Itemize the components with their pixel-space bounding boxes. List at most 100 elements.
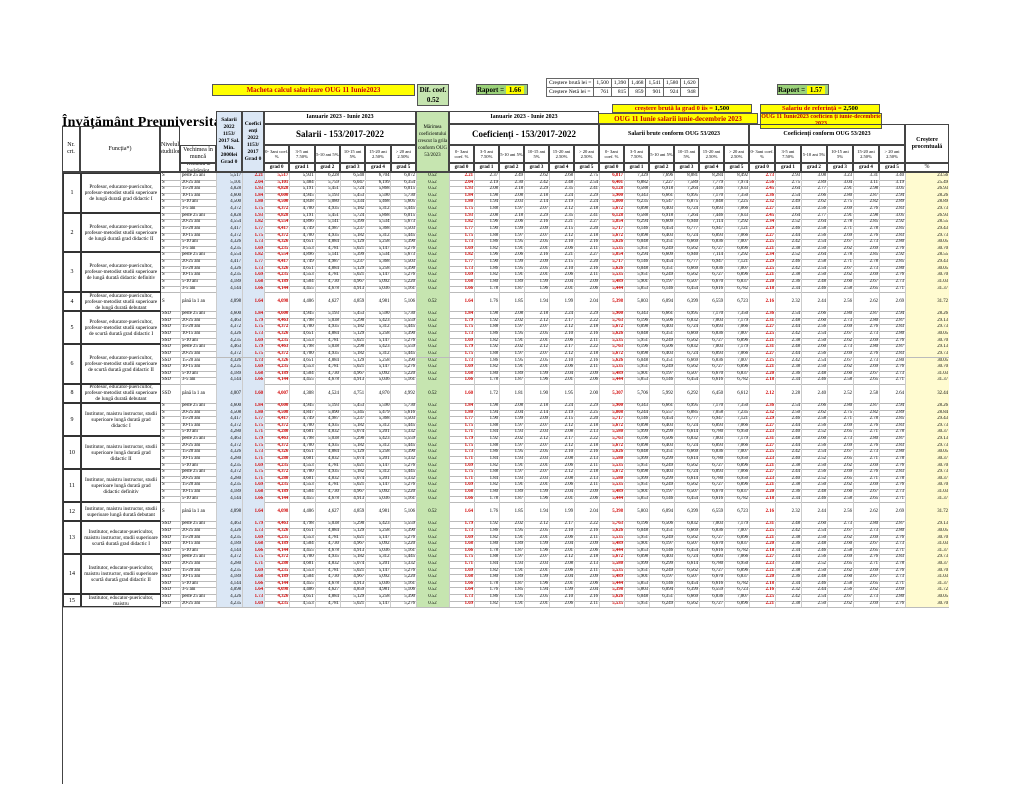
table-cell: 2.04 [550, 489, 575, 496]
table-cell: 2.69 [828, 442, 854, 450]
table-cell: 1.77 [243, 225, 265, 233]
table-cell: 4,144 [217, 377, 243, 384]
table-cell: 6,836 [700, 357, 725, 365]
table-cell: 5,258 [366, 449, 392, 456]
table-cell: 4,992 [392, 383, 417, 403]
table-cell: 5,147 [366, 567, 392, 575]
table-cell: 1.94 [525, 587, 550, 595]
dif-coef-label: Dif. coef. [419, 86, 447, 94]
table-cell: 2.18 [575, 422, 600, 430]
table-cell: 5,021 [341, 600, 367, 608]
table-cell: 15-20 ani [181, 534, 217, 542]
table-cell: 4,326 [217, 265, 243, 273]
table-cell: 2.05 [525, 449, 550, 456]
table-cell: 1.91 [500, 462, 525, 470]
row-number: 3 [63, 252, 81, 293]
table-cell: 6,727 [700, 534, 725, 542]
table-row: S 3-5 ani 4,235 1.69 4,235 4,553 4,781 5,021 5,1… [63, 245, 949, 254]
table-cell: 10-15 ani [181, 232, 217, 240]
table-cell: 2.21 [550, 252, 575, 260]
table-cell: 1.91 [500, 534, 525, 542]
table-cell: 2.48 [802, 541, 828, 548]
table-cell: 2.14 [525, 199, 550, 207]
grad-subheader: grad 5 [724, 163, 749, 172]
dif-coef-value: 0.52 [426, 96, 440, 104]
table-cell: 29.43 [906, 416, 949, 423]
table-cell: 2.04 [550, 370, 575, 378]
table-cell: 5,616 [392, 409, 417, 417]
table-cell: 2.76 [880, 567, 906, 575]
table-cell: 2.73 [880, 370, 906, 378]
table-cell: 2.17 [550, 521, 575, 528]
table-cell: 3-5 ani [181, 245, 217, 253]
table-cell: 2.38 [776, 482, 802, 490]
table-cell: 2.38 [776, 567, 802, 575]
table-cell: 7,633 [725, 212, 750, 220]
table-cell: 1.80 [475, 489, 500, 496]
table-cell: 0.52 [417, 292, 450, 312]
table-cell: 5-10 ani [181, 337, 217, 345]
table-cell: 5,201 [366, 455, 392, 463]
table-cell: 2.18 [575, 554, 600, 561]
table-cell: 1.75 [243, 442, 265, 450]
table-cell: 4,981 [366, 502, 392, 522]
table-cell: 2.44 [776, 442, 802, 450]
table-cell: 5,332 [392, 429, 417, 437]
function-label: Institutor, maistru instructor, studii s… [81, 402, 161, 437]
table-cell: 5,900 [600, 402, 625, 410]
table-cell: 5,021 [341, 364, 367, 371]
table-cell: 1.79 [243, 436, 265, 443]
table-cell: 6,893 [700, 232, 725, 240]
table-cell: 2.22 [575, 521, 600, 528]
table-cell: 6,401 [600, 179, 625, 187]
table-cell: 5-10 ani [181, 462, 217, 470]
table-cell: 4,554 [265, 252, 291, 260]
table-cell: 1.69 [450, 600, 475, 608]
table-cell: 2.46 [776, 225, 802, 233]
table-cell: 4,981 [366, 292, 392, 312]
table-cell: 4,417 [265, 225, 291, 233]
table-cell: 7,121 [725, 259, 750, 266]
table-cell: 1.99 [500, 416, 525, 423]
table-cell: 6,882 [625, 179, 650, 187]
table-cell: 2.62 [525, 173, 550, 180]
table-cell: 4,935 [316, 324, 341, 331]
table-cell: 2.42 [776, 594, 802, 601]
table-cell: 0.52 [417, 245, 450, 253]
table-cell: 6,947 [700, 259, 725, 266]
table-cell: 5,276 [392, 567, 417, 575]
table-cell: 3-5 ani [181, 377, 217, 384]
table-cell: 2.10 [550, 527, 575, 535]
table-cell: 5,201 [366, 475, 392, 483]
table-cell: 6,724 [675, 554, 700, 561]
table-cell: 5,237 [341, 259, 367, 266]
table-cell: 2.13 [575, 561, 600, 568]
table-cell: 6,562 [675, 534, 700, 542]
table-cell: 6,727 [700, 567, 725, 575]
table-cell: 31.72 [906, 587, 949, 595]
table-cell: 2.31 [750, 344, 776, 351]
table-cell: 2.54 [802, 331, 828, 338]
table-cell: 1.90 [475, 259, 500, 266]
table-cell: 4,417 [217, 225, 243, 233]
table-cell: SSD [161, 350, 181, 358]
table-cell: 6,562 [675, 364, 700, 371]
table-cell: 2.60 [828, 541, 854, 548]
table-cell: 0.52 [417, 402, 450, 410]
table-cell: 2.48 [802, 574, 828, 581]
table-cell: 5,672 [600, 324, 625, 331]
table-cell: 5,312 [366, 350, 392, 358]
table-cell: SSD [161, 370, 181, 378]
table-cell: 2.12 [550, 442, 575, 450]
table-cell: 5,021 [341, 462, 367, 470]
table-cell: 6,351 [650, 594, 675, 601]
row-number: 11 [63, 469, 81, 503]
table-cell: 5,399 [341, 219, 367, 226]
table-cell: 2.18 [500, 212, 525, 220]
table-cell: 6,836 [700, 331, 725, 338]
table-cell: 5,161 [392, 580, 417, 588]
table-cell: 2.22 [575, 436, 600, 443]
table-cell: 1.80 [243, 409, 265, 417]
